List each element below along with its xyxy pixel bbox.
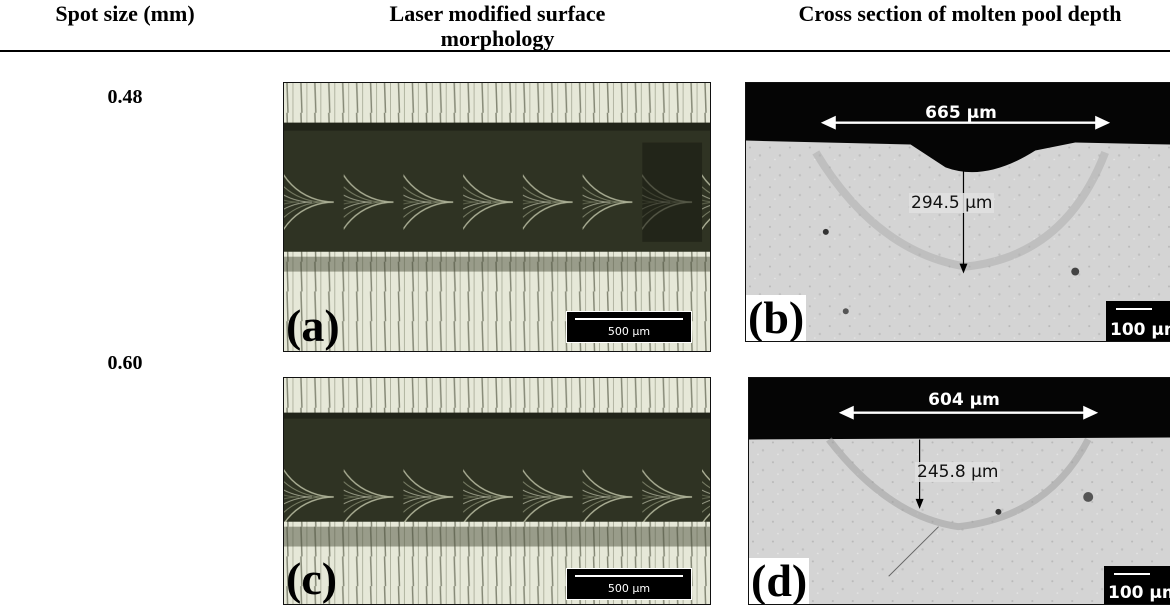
scale-bar-text: 100 µm (1110, 320, 1170, 340)
surface-image: (a) 500 µm (283, 82, 711, 352)
scale-bar: 100 µm (1106, 301, 1170, 342)
width-label: 665 μm (906, 103, 1016, 123)
width-label: 604 μm (909, 390, 1019, 410)
spot-size: 0.48 (0, 86, 250, 109)
scale-bar: 100 µm (1104, 566, 1170, 605)
scale-bar: 500 µm (566, 568, 692, 600)
panel-label: (b) (746, 295, 806, 341)
spot-size: 0.60 (0, 352, 250, 375)
header-cell: Laser modified surface morphology (330, 1, 665, 51)
page: Spot size (mm) Laser modified surface mo… (0, 0, 1170, 611)
scale-bar-text: 500 µm (567, 325, 691, 338)
panel-label: (c) (286, 556, 337, 602)
depth-label: 245.8 µm (915, 462, 1000, 482)
scale-bar-text: 500 µm (567, 582, 691, 595)
header-cell: Cross section of molten pool depth (790, 1, 1130, 26)
header-cell: Spot size (mm) (0, 1, 250, 26)
depth-label: 294.5 µm (909, 193, 994, 213)
panel-label: (a) (286, 303, 340, 349)
panel-label: (d) (749, 558, 809, 604)
cross-section-image: 604 μm 245.8 µm (d) 100 µm (748, 377, 1170, 605)
scale-bar-text: 100 µm (1108, 583, 1170, 603)
cross-section-image: 665 μm 294.5 µm (b) 100 µm (745, 82, 1170, 342)
scale-bar: 500 µm (566, 311, 692, 343)
surface-image: (c) 500 µm (283, 377, 711, 605)
header-rule (0, 50, 1170, 52)
